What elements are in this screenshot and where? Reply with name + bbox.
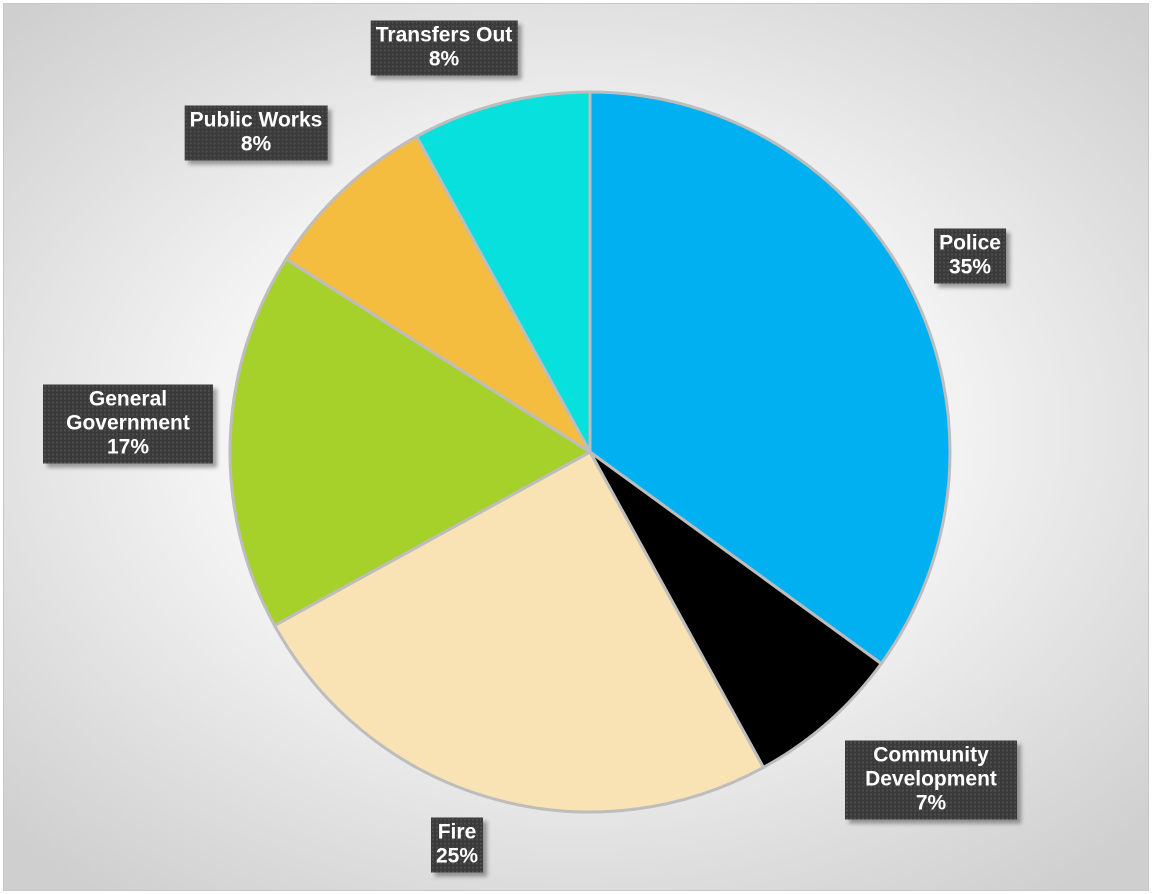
label-transfers-out-name: Transfers Out [375,23,513,47]
label-public-works-name: Public Works [189,108,323,132]
label-transfers-out: Transfers Out 8% [370,20,518,76]
pie-chart: Police 35% Community Development 7% Fire… [3,3,1149,891]
label-transfers-out-value: 8% [428,47,460,71]
pie-slice-police [588,90,952,666]
label-police-value: 35% [948,255,992,279]
label-community-development-name: Community Development [865,743,997,791]
label-fire-value: 25% [435,844,479,868]
label-general-government-value: 17% [106,435,150,459]
pie-slice-general-government [228,257,592,627]
label-public-works: Public Works 8% [184,105,328,161]
pie-slice-community-development [588,450,883,769]
pie-slice-public-works [284,135,592,454]
pie-slice-fire [273,450,765,814]
label-community-development-value: 7% [915,791,947,815]
pie-slice-transfers-out [415,90,592,454]
label-community-development: Community Development 7% [845,740,1017,820]
label-fire: Fire 25% [430,817,484,873]
label-police: Police 35% [934,228,1006,284]
label-fire-name: Fire [437,820,477,844]
pie-plot-area [228,90,952,814]
label-general-government-name: General Government [66,387,190,435]
label-public-works-value: 8% [240,132,272,156]
label-general-government: General Government 17% [43,384,213,464]
label-police-name: Police [939,231,1001,255]
